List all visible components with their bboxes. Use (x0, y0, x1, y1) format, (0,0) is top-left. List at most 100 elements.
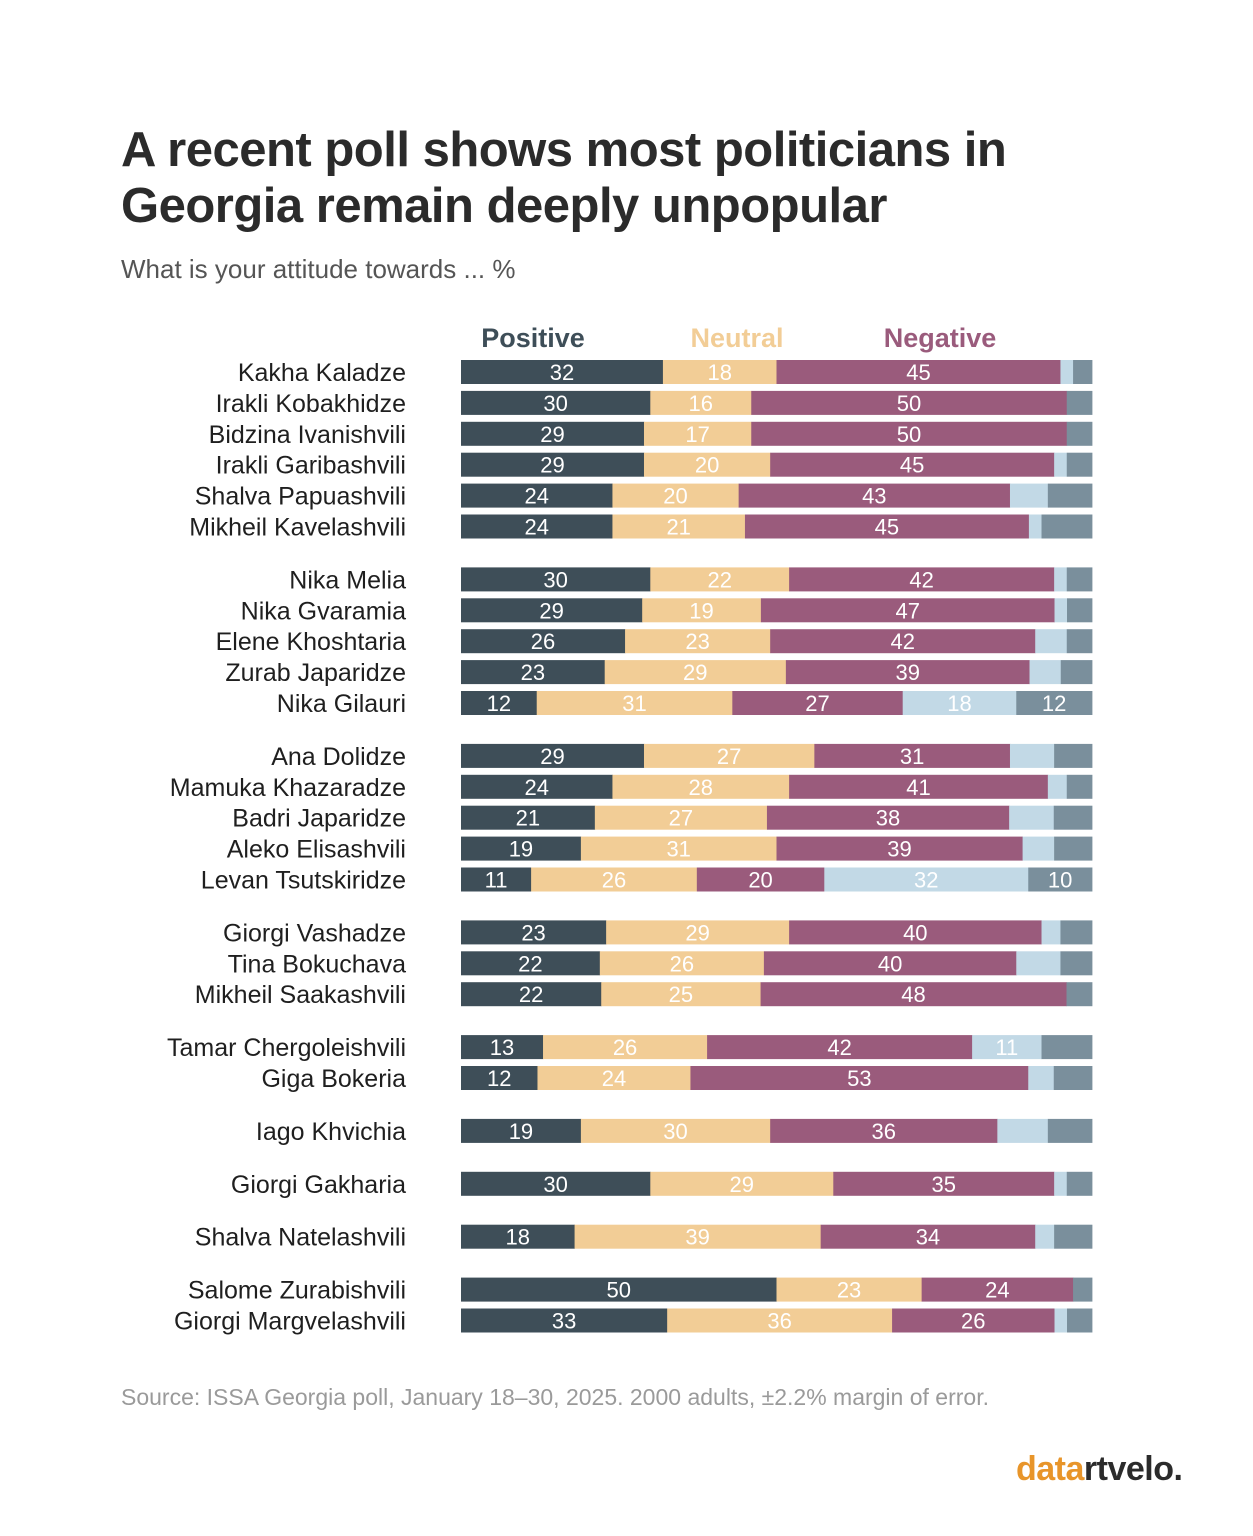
bar-row: Nika Melia 30 22 42 (289, 566, 1093, 594)
bar-segment (1028, 514, 1042, 539)
row-label: Aleko Elisashvili (227, 836, 406, 864)
row-label: Bidzina Ivanishvili (209, 421, 406, 449)
bar-value-label: 23 (685, 629, 709, 654)
row-label: Tamar Chergoleishvili (167, 1034, 406, 1062)
row-label: Nika Melia (289, 566, 406, 594)
legend-negative: Negative (884, 323, 997, 353)
bar-value-label: 19 (509, 837, 533, 862)
chart-title: A recent poll shows most politicians in … (121, 123, 1007, 233)
bar-segment (461, 867, 532, 892)
bar-row: Shalva Papuashvili 24 20 43 (195, 483, 1093, 511)
bar-segment (461, 743, 645, 768)
bar-segment (1047, 774, 1068, 799)
bar-segment (760, 982, 1067, 1007)
row-label: Shalva Papuashvili (195, 483, 406, 511)
row-label: Giga Bokeria (261, 1065, 406, 1093)
bar-segment (1066, 1171, 1093, 1196)
bar-segment (770, 452, 1055, 477)
bar-value-label: 12 (487, 1066, 511, 1091)
bar-segment (1054, 1308, 1068, 1333)
bar-segment (612, 483, 740, 508)
bar-segment (643, 452, 771, 477)
bar-segment (461, 805, 596, 830)
bar-segment (732, 691, 904, 715)
bar-segment (594, 805, 768, 830)
bar-value-label: 29 (539, 598, 563, 623)
bar-segment (1060, 920, 1093, 945)
bar-segment (789, 920, 1042, 945)
bar-value-label: 12 (1042, 691, 1066, 716)
bar-segment (1054, 1224, 1093, 1249)
bar-segment (1060, 360, 1074, 384)
bar-segment (820, 1224, 1036, 1249)
bar-value-label: 25 (669, 982, 693, 1007)
bar-value-label: 18 (707, 360, 731, 385)
bar-row: Ana Dolidze 29 27 31 (271, 743, 1093, 771)
bar-segment (696, 867, 825, 892)
bar-value-label: 16 (689, 391, 713, 416)
bar-segment (650, 390, 752, 415)
row-label: Mikheil Saakashvili (195, 981, 406, 1009)
bar-segment (972, 1035, 1042, 1060)
bar-segment (738, 483, 1011, 508)
bar-segment (1041, 514, 1093, 539)
bar-value-label: 47 (895, 598, 919, 623)
bar-segment (461, 1118, 582, 1143)
bar-value-label: 45 (900, 453, 924, 478)
bar-segment (1041, 920, 1061, 945)
bar-value-label: 12 (487, 691, 511, 716)
bar-segment (1041, 1035, 1093, 1060)
bar-segment (461, 1066, 538, 1090)
bar-value-label: 18 (506, 1225, 530, 1250)
bar-value-label: 26 (531, 629, 555, 654)
bar-segment (461, 598, 643, 623)
brand-logo: datartvelo. (1016, 1450, 1183, 1489)
legend-neutral: Neutral (690, 323, 783, 353)
bar-value-label: 26 (961, 1309, 985, 1334)
chart-subtitle: What is your attitude towards ... % (121, 254, 516, 284)
bar-segment (1009, 743, 1055, 768)
bar-value-label: 27 (805, 691, 829, 716)
bar-segment (461, 982, 602, 1007)
bar-value-label: 23 (521, 660, 545, 685)
bar-value-label: 40 (903, 920, 927, 945)
bar-segment (461, 1171, 651, 1196)
bar-value-label: 50 (607, 1278, 631, 1303)
bar-value-label: 10 (1048, 868, 1072, 893)
bar-value-label: 30 (543, 391, 567, 416)
bar-segment (461, 421, 645, 446)
bar-row: Zurab Japaridze 23 29 39 (225, 659, 1093, 687)
bar-value-label: 39 (895, 660, 919, 685)
bar-segment (776, 1277, 923, 1302)
bar-segment (461, 1277, 777, 1302)
bar-value-label: 18 (947, 691, 971, 716)
bar-value-label: 22 (519, 982, 543, 1007)
bar-value-label: 29 (540, 422, 564, 447)
bar-segment (1066, 421, 1093, 446)
row-label: Tina Bokuchava (228, 950, 406, 978)
bar-segment (461, 660, 606, 685)
bar-segment (536, 691, 733, 715)
bar-segment (770, 629, 1036, 654)
bar-segment (776, 836, 1023, 861)
bar-segment (461, 1035, 544, 1060)
brand-part-1: data (1016, 1450, 1084, 1488)
bar-segment (604, 660, 787, 685)
bar-segment (997, 1118, 1049, 1143)
bar-row: Kakha Kaladze 32 18 45 (238, 359, 1093, 387)
bar-value-label: 42 (827, 1035, 851, 1060)
bar-segment (531, 867, 698, 892)
bar-row: Levan Tsutskiridze 11 26 20 32 10 (201, 867, 1093, 895)
bar-segment (892, 1308, 1055, 1333)
bar-row: Aleko Elisashvili 19 31 39 (227, 836, 1093, 864)
bar-value-label: 21 (666, 515, 690, 540)
bar-value-label: 23 (521, 920, 545, 945)
bar-segment (833, 1171, 1055, 1196)
bar-segment (776, 360, 1061, 384)
bar-row: Nika Gvaramia 29 19 47 (241, 597, 1093, 625)
bar-segment (751, 390, 1068, 415)
bar-value-label: 24 (524, 775, 548, 800)
bar-segment (1067, 598, 1093, 623)
bar-row: Irakli Kobakhidze 30 16 50 (216, 390, 1093, 418)
bar-row: Giga Bokeria 12 24 53 (261, 1065, 1093, 1093)
